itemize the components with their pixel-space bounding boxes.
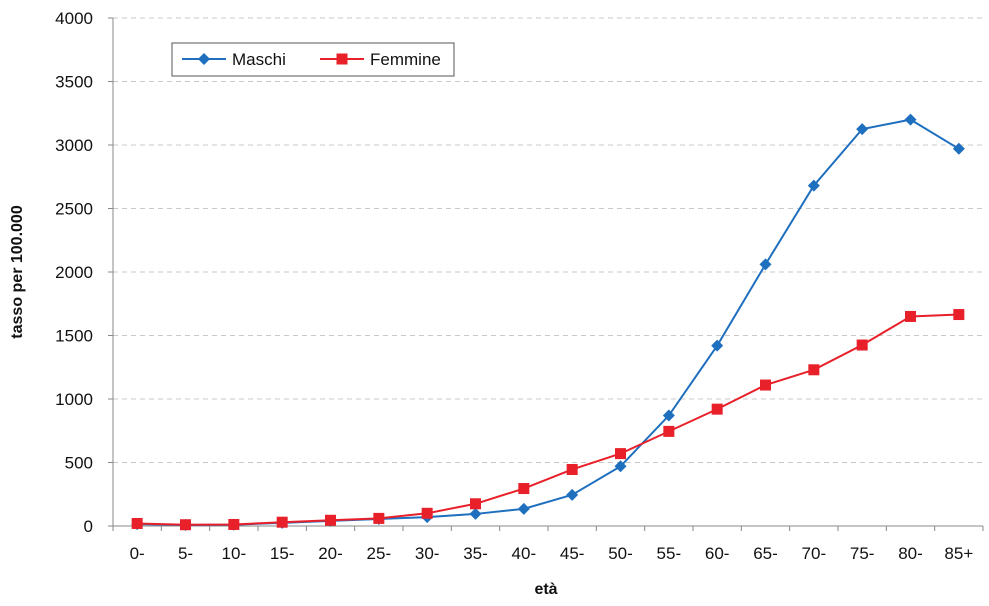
- data-point-femmine: [180, 519, 191, 531]
- data-point-femmine: [518, 483, 530, 495]
- data-point-femmine: [325, 514, 336, 526]
- series-layer: [131, 113, 965, 531]
- x-tick-label: 85+: [944, 544, 973, 563]
- data-point-femmine: [760, 379, 771, 391]
- x-tick-label: 0-: [130, 544, 145, 563]
- data-point-maschi: [904, 113, 917, 126]
- y-tick-label: 0: [84, 517, 93, 536]
- data-point-maschi: [711, 339, 724, 352]
- data-point-maschi: [856, 123, 869, 136]
- data-point-maschi: [662, 409, 675, 422]
- x-tick-label: 80-: [898, 544, 923, 563]
- data-point-maschi: [759, 258, 772, 271]
- x-tick-label: 30-: [415, 544, 440, 563]
- y-tick-label: 3500: [55, 73, 93, 92]
- data-point-femmine: [131, 517, 143, 529]
- x-tick-label: 50-: [608, 544, 633, 563]
- y-tick-label: 3000: [55, 136, 93, 155]
- data-point-femmine: [711, 403, 723, 415]
- data-point-femmine: [276, 516, 288, 528]
- y-tick-label: 500: [65, 454, 93, 473]
- x-tick-label: 40-: [512, 544, 537, 563]
- data-point-femmine: [566, 463, 578, 475]
- x-tick-label: 70-: [802, 544, 827, 563]
- grid-layer: [113, 17, 983, 463]
- x-tick-label: 55-: [657, 544, 682, 563]
- data-point-femmine: [228, 518, 240, 530]
- y-tick-label: 2500: [55, 200, 93, 219]
- x-tick-label: 10-: [222, 544, 247, 563]
- series-femmine: [131, 309, 965, 531]
- x-axis-title: età: [534, 581, 557, 598]
- x-tick-label: 20-: [318, 544, 343, 563]
- legend-marker-maschi: [198, 53, 210, 65]
- data-point-maschi: [517, 502, 530, 515]
- y-tick-labels: 0 500 1000 1500 2000 2500 3000 3500 4000: [55, 9, 93, 536]
- x-tick-label: 65-: [753, 544, 778, 563]
- y-tick-label: 1000: [55, 390, 93, 409]
- data-point-femmine: [615, 448, 626, 460]
- legend-marker-femmine: [336, 53, 348, 65]
- x-tick-label: 35-: [463, 544, 488, 563]
- x-tick-label: 5-: [178, 544, 193, 563]
- legend: Maschi Femmine: [171, 42, 455, 77]
- data-point-femmine: [663, 425, 675, 437]
- legend-label-femmine: Femmine: [370, 50, 441, 69]
- legend-label-maschi: Maschi: [232, 50, 286, 69]
- y-tick-label: 1500: [55, 327, 93, 346]
- axis-layer: [108, 17, 984, 531]
- x-tick-label: 25-: [367, 544, 392, 563]
- data-point-femmine: [373, 512, 385, 524]
- data-point-femmine: [470, 498, 481, 510]
- data-point-maschi: [807, 179, 820, 192]
- data-point-maschi: [614, 460, 627, 473]
- series-line-femmine: [137, 313, 959, 526]
- data-point-femmine: [856, 339, 868, 351]
- legend-items: Maschi Femmine: [182, 50, 441, 69]
- data-point-maschi: [952, 142, 965, 155]
- series-line-maschi: [137, 118, 960, 526]
- series-maschi: [131, 113, 965, 531]
- data-point-maschi: [469, 507, 482, 520]
- data-point-femmine: [421, 507, 433, 519]
- data-point-maschi: [566, 488, 579, 501]
- y-tick-label: 2000: [55, 263, 93, 282]
- data-point-femmine: [808, 364, 820, 376]
- x-tick-label: 15-: [270, 544, 295, 563]
- x-tick-labels: 0- 5- 10- 15- 20- 25- 30- 35- 40- 45- 50- 55- 60- 65-…: [130, 544, 974, 563]
- data-point-femmine: [905, 310, 916, 322]
- x-tick-label: 60-: [705, 544, 730, 563]
- data-point-femmine: [953, 309, 965, 321]
- y-tick-label: 4000: [55, 9, 93, 28]
- y-axis-title: tasso per 100.000: [9, 205, 26, 339]
- x-tick-label: 75-: [850, 544, 875, 563]
- x-tick-label: 45-: [560, 544, 585, 563]
